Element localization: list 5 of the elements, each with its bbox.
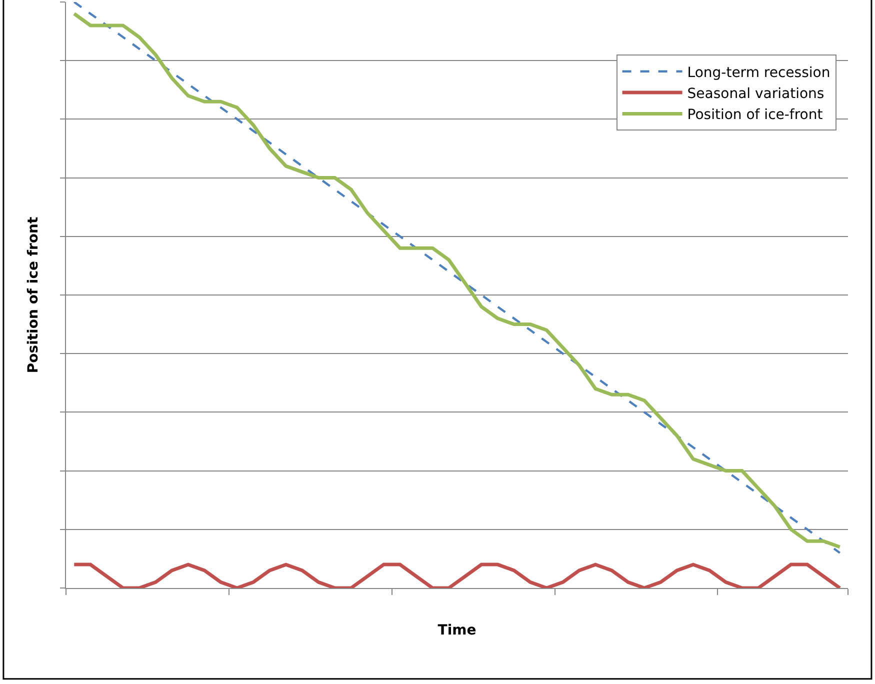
legend-label: Long-term recession xyxy=(687,64,830,81)
legend-label: Seasonal variations xyxy=(687,86,824,102)
legend-label: Position of ice-front xyxy=(687,107,824,124)
y-axis-title: Position of ice front xyxy=(26,216,42,374)
x-axis-title: Time xyxy=(438,622,476,638)
